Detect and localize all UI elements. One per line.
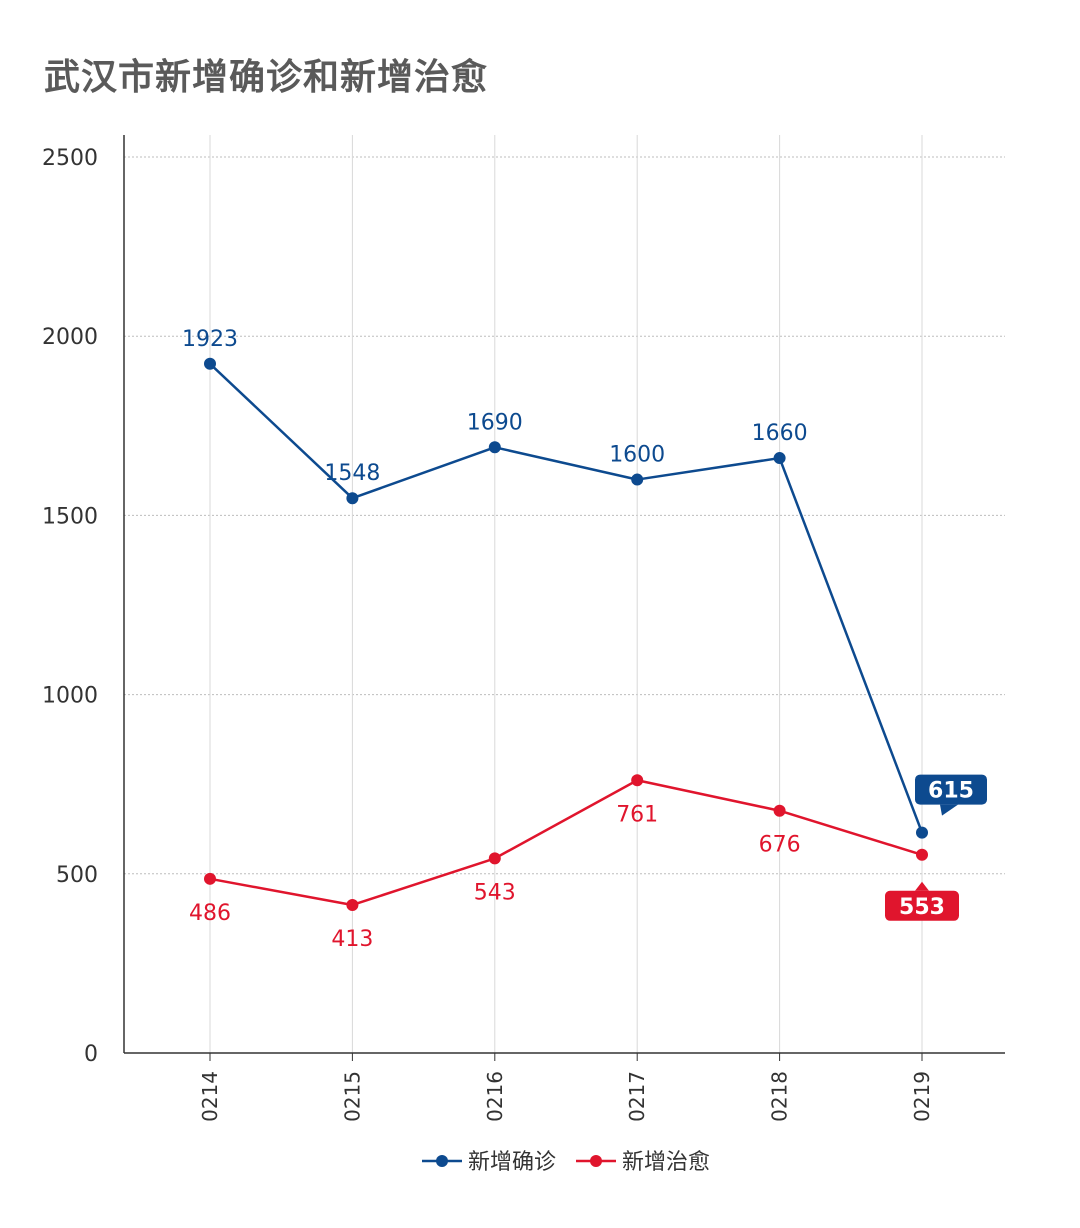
callout-pointer xyxy=(940,804,958,816)
data-label: 1548 xyxy=(324,461,380,486)
data-point xyxy=(488,852,501,865)
data-point xyxy=(346,898,359,911)
data-label: 1923 xyxy=(182,327,238,352)
y-tick-label: 0 xyxy=(84,1042,98,1067)
x-tick-label: 0218 xyxy=(768,1071,792,1122)
data-label: 761 xyxy=(616,802,658,827)
x-tick-label: 0216 xyxy=(483,1071,507,1122)
legend-marker xyxy=(590,1155,602,1167)
y-tick-label: 2500 xyxy=(42,146,98,171)
y-tick-label: 1000 xyxy=(42,684,98,709)
data-label: 413 xyxy=(331,927,373,952)
x-tick-label: 0219 xyxy=(910,1071,934,1122)
y-tick-label: 1500 xyxy=(42,504,98,529)
x-tick-label: 0217 xyxy=(625,1071,649,1122)
legend-marker xyxy=(436,1155,448,1167)
data-label: 615 xyxy=(928,779,974,804)
x-tick-label: 0215 xyxy=(340,1071,364,1122)
data-point xyxy=(631,473,644,486)
y-tick-label: 500 xyxy=(56,863,98,888)
data-point xyxy=(488,441,501,454)
callout-box xyxy=(885,890,959,921)
data-label: 486 xyxy=(189,901,231,926)
data-label: 543 xyxy=(474,880,516,905)
data-label: 676 xyxy=(759,833,801,858)
data-point xyxy=(204,357,216,370)
x-tick-label: 0214 xyxy=(198,1071,222,1122)
data-label: 553 xyxy=(899,895,945,920)
data-point xyxy=(916,848,928,861)
legend-label: 新增治愈 xyxy=(622,1150,710,1175)
data-label: 1600 xyxy=(609,443,665,468)
data-label: 1660 xyxy=(752,421,808,446)
data-point xyxy=(773,452,786,465)
callout-box xyxy=(915,774,987,805)
data-point xyxy=(631,774,644,787)
series-line xyxy=(209,779,923,907)
data-label: 1690 xyxy=(467,410,523,435)
data-point xyxy=(773,804,786,817)
y-tick-label: 2000 xyxy=(42,325,98,350)
callout-pointer xyxy=(915,881,929,891)
data-point xyxy=(916,826,928,839)
data-point xyxy=(346,492,359,505)
legend-label: 新增确诊 xyxy=(468,1150,556,1175)
series-line xyxy=(209,362,924,834)
chart-title: 武汉市新增确诊和新增治愈 xyxy=(44,57,489,98)
data-point xyxy=(204,872,216,885)
